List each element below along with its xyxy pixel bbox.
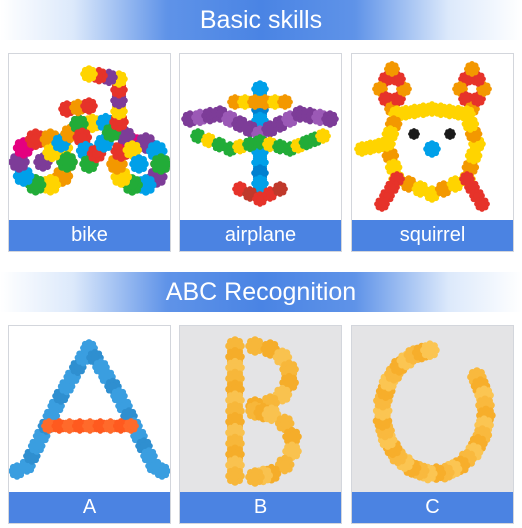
toy-piece xyxy=(281,110,299,128)
toy-piece xyxy=(9,462,26,480)
toy-piece xyxy=(458,71,474,87)
toy-piece xyxy=(408,128,420,140)
letter-b-figure-icon xyxy=(180,326,341,493)
section-title: ABC Recognition xyxy=(165,277,357,306)
toy-piece xyxy=(272,181,288,197)
section-banner-abc-recognition: ABC Recognition xyxy=(0,272,522,312)
card-letter-c: C xyxy=(351,325,514,524)
toy-piece xyxy=(80,65,98,83)
bike-figure-icon xyxy=(9,54,170,221)
toy-piece xyxy=(458,105,476,123)
toy-piece xyxy=(80,97,98,115)
toy-piece xyxy=(129,154,149,174)
toy-piece xyxy=(245,336,265,356)
toy-piece xyxy=(452,81,468,97)
toy-piece xyxy=(123,418,139,434)
toy-piece xyxy=(476,405,496,426)
card-label: C xyxy=(352,492,513,523)
card-label: airplane xyxy=(180,220,341,251)
toy-piece xyxy=(191,108,209,127)
squirrel-figure-icon xyxy=(352,54,513,221)
toy-piece xyxy=(98,368,116,386)
letter-c-figure-icon xyxy=(352,326,513,493)
toy-piece xyxy=(277,94,293,110)
toy-piece xyxy=(122,140,143,160)
card-label: B xyxy=(180,492,341,523)
toy-piece xyxy=(72,127,93,148)
toy-piece xyxy=(232,138,248,155)
toy-piece xyxy=(446,175,465,193)
toy-piece xyxy=(110,81,128,99)
toy-piece xyxy=(464,61,480,77)
toy-piece xyxy=(396,81,412,97)
card-bike: bike xyxy=(8,53,171,252)
toy-piece xyxy=(23,447,41,465)
toy-piece xyxy=(252,191,268,207)
toy-piece xyxy=(200,132,217,149)
card-label: squirrel xyxy=(352,220,513,251)
section-banner-basic-skills: Basic skills xyxy=(0,0,522,40)
letter-a-figure-icon xyxy=(9,326,170,493)
toy-piece xyxy=(245,467,265,487)
toy-piece xyxy=(379,136,395,152)
card-airplane: airplane xyxy=(179,53,342,252)
toy-piece xyxy=(52,387,70,405)
toy-piece xyxy=(282,141,298,157)
toy-piece xyxy=(384,61,400,77)
toy-piece xyxy=(190,128,206,144)
card-squirrel: squirrel xyxy=(351,53,514,252)
toy-piece xyxy=(274,413,295,434)
toy-piece xyxy=(372,401,393,421)
toy-piece xyxy=(211,136,228,153)
section-title: Basic skills xyxy=(199,5,323,34)
card-label: A xyxy=(9,492,170,523)
toy-piece xyxy=(476,81,492,97)
toy-piece xyxy=(321,110,339,128)
toy-piece xyxy=(474,196,490,212)
toy-piece xyxy=(74,348,93,367)
toy-piece xyxy=(225,466,245,486)
toy-piece xyxy=(444,128,456,140)
toy-piece xyxy=(315,128,331,144)
toy-piece xyxy=(390,71,406,87)
card-letter-b: B xyxy=(179,325,342,524)
toy-piece xyxy=(56,151,78,173)
toy-piece xyxy=(432,102,449,119)
toy-piece xyxy=(150,153,170,175)
card-label: bike xyxy=(9,220,170,251)
toy-piece xyxy=(374,196,390,212)
toy-piece xyxy=(251,164,269,182)
toy-piece xyxy=(420,340,440,360)
toy-piece xyxy=(423,140,441,158)
airplane-figure-icon xyxy=(180,54,341,221)
card-letter-a: A xyxy=(8,325,171,524)
toy-piece xyxy=(227,94,243,110)
toy-piece xyxy=(153,462,170,480)
